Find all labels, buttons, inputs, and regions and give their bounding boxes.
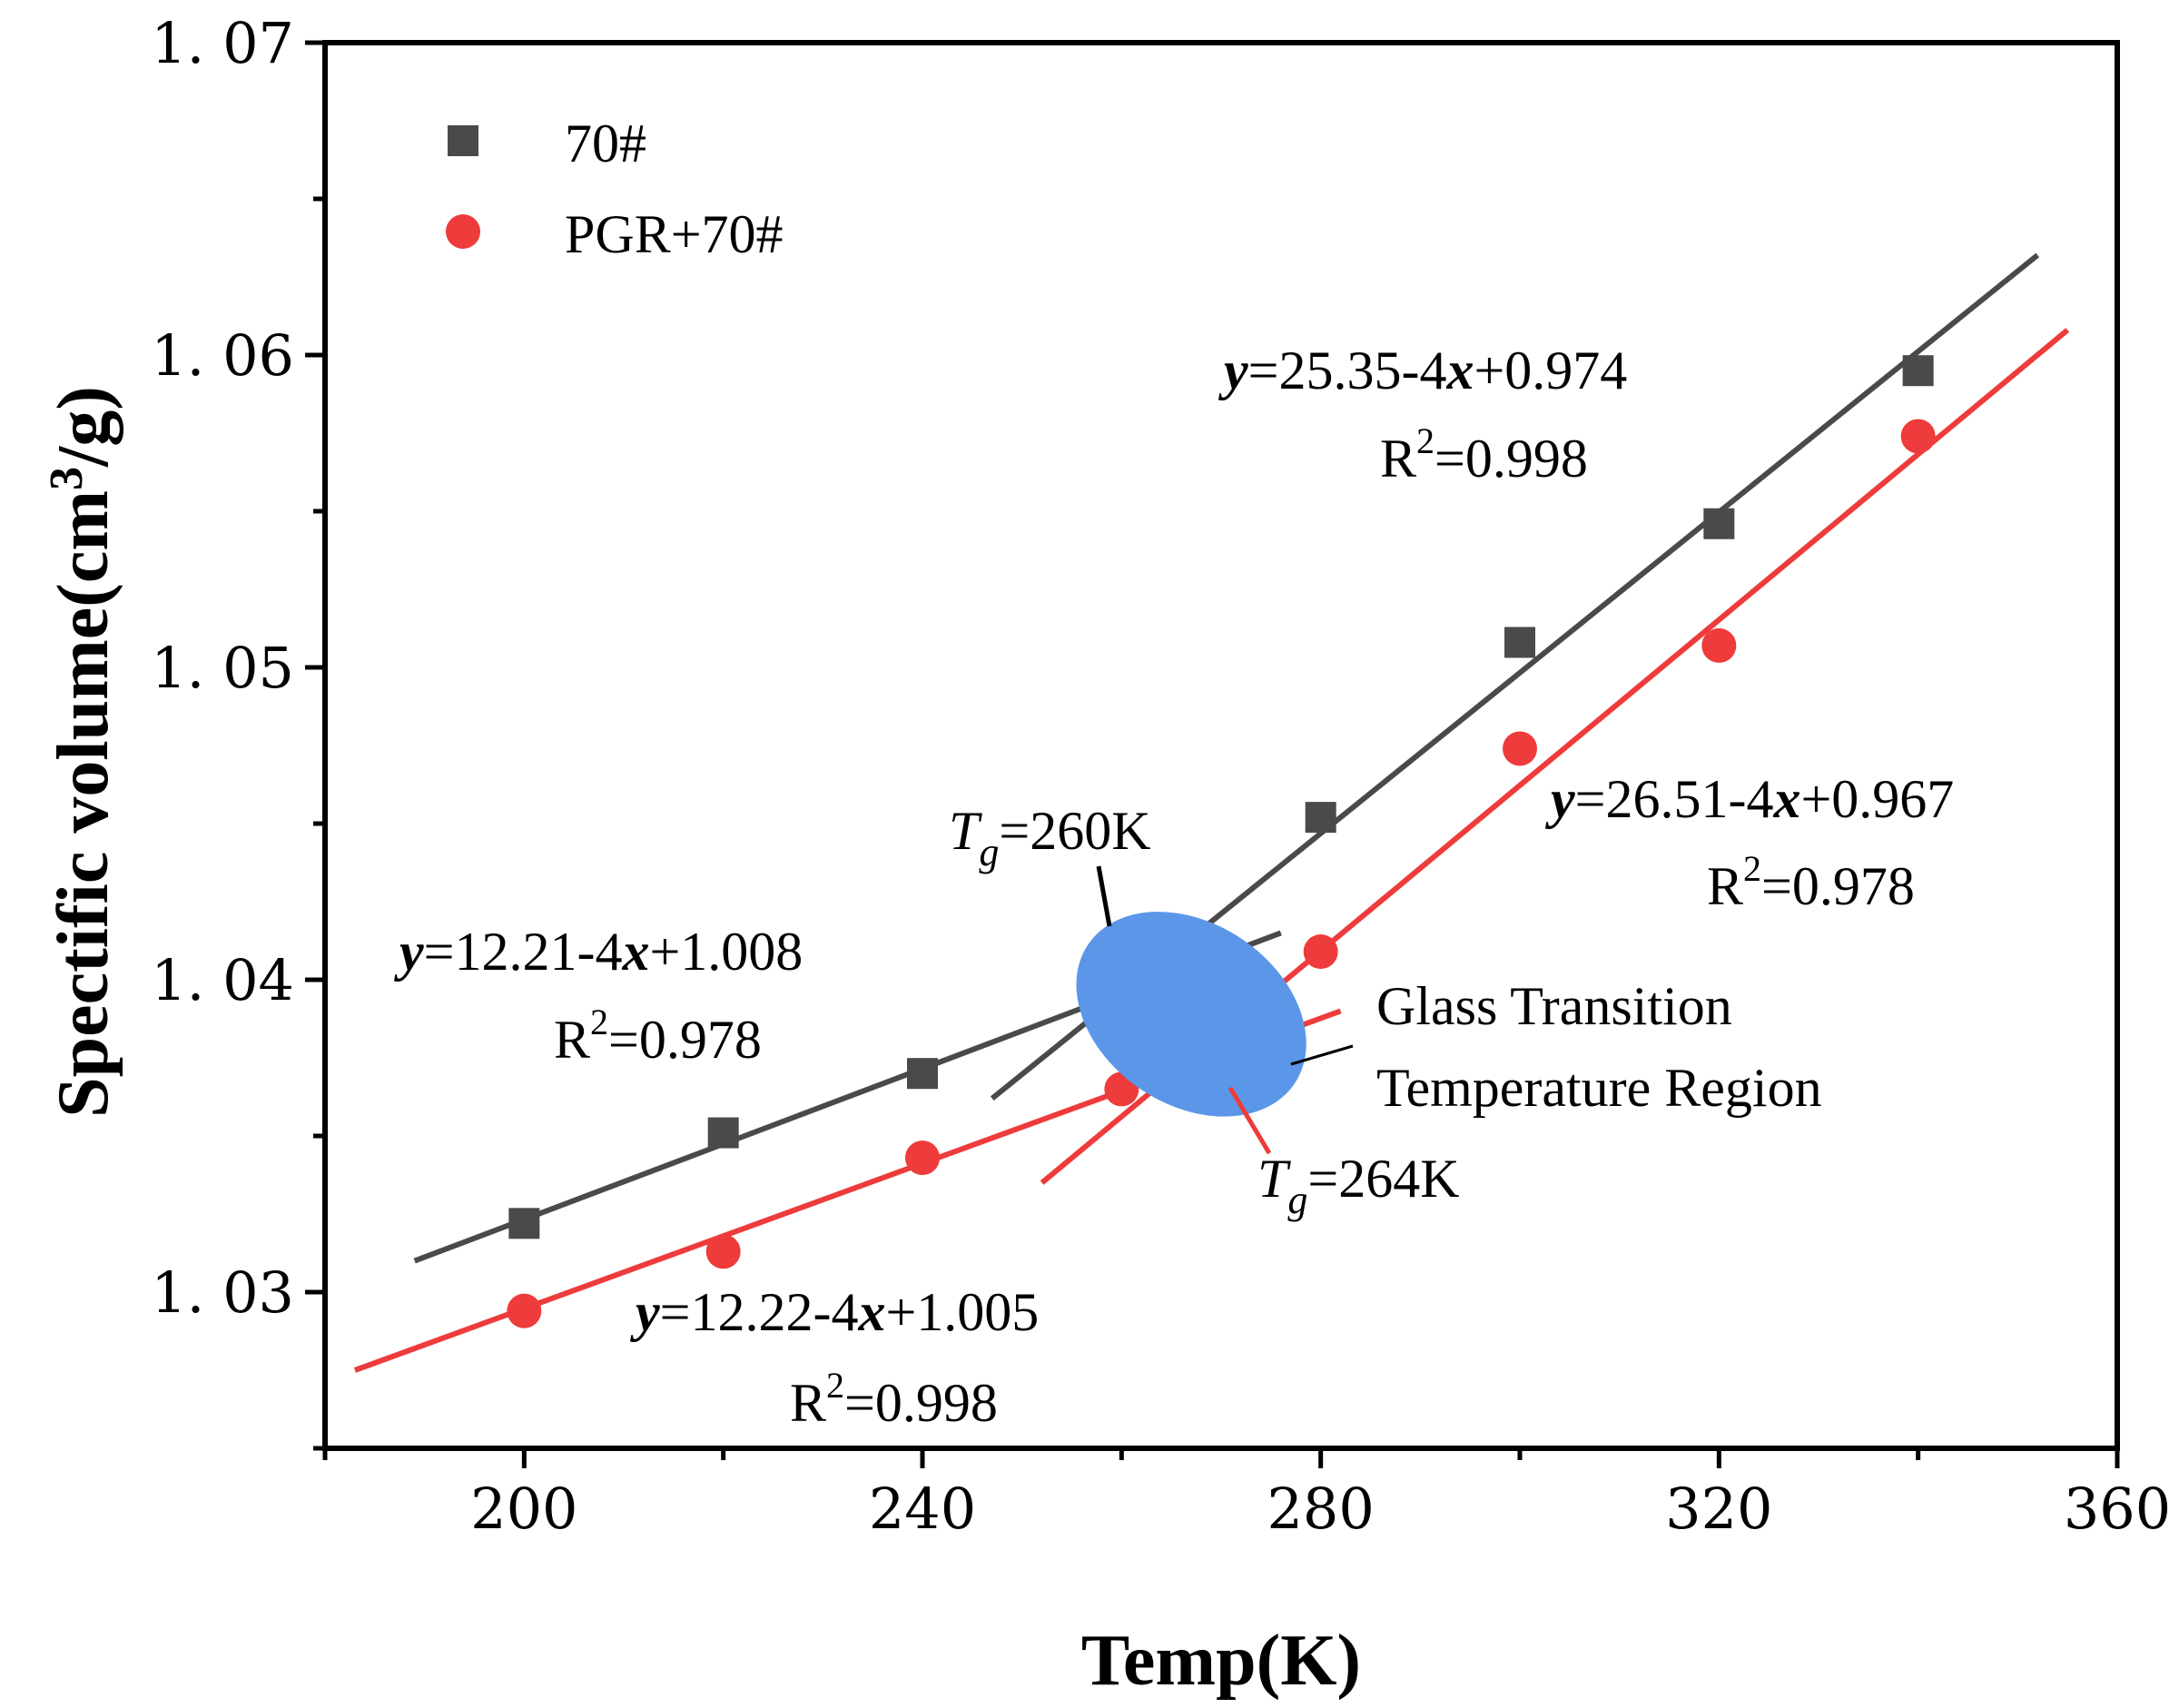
r2-70-high-pre: R bbox=[1380, 429, 1416, 489]
x-tick-label: 360 bbox=[2064, 1476, 2171, 1542]
legend: 70# PGR+70# bbox=[446, 114, 784, 264]
tg-pgr-sub: g bbox=[1287, 1178, 1307, 1222]
r2-pgr-low-sup: 2 bbox=[826, 1365, 844, 1406]
data-point-pgr bbox=[507, 1293, 542, 1328]
y-tick-label: 1. 05 bbox=[151, 635, 294, 701]
data-point-pgr bbox=[1503, 731, 1537, 766]
eq-pgr-low-y: y bbox=[630, 1282, 660, 1342]
y-axis-ticks: 1. 03 1. 04 1. 05 1. 06 1. 07 bbox=[151, 10, 325, 1451]
data-point-70 bbox=[508, 1208, 540, 1239]
eq-pgr-high-tail: +0.967 bbox=[1800, 769, 1954, 829]
eq-pgr-low-x: x bbox=[857, 1282, 885, 1342]
data-markers bbox=[507, 355, 1936, 1328]
x-tick-label: 320 bbox=[1665, 1476, 1772, 1542]
data-point-70 bbox=[1902, 355, 1934, 387]
equation-pgr-high-r2: R2=0.978 bbox=[1707, 848, 1915, 916]
legend-marker-70 bbox=[448, 125, 478, 156]
y-axis-title-tail: /g) bbox=[44, 386, 123, 468]
plot-frame bbox=[322, 40, 2120, 1451]
glass-transition-ellipse bbox=[1076, 912, 1306, 1117]
equation-70-low-r2: R2=0.978 bbox=[554, 1002, 762, 1070]
equation-pgr-low: y=12.22-4x+1.005 R2=0.998 bbox=[630, 1282, 1039, 1433]
tg-70-symbol: T bbox=[949, 801, 982, 861]
tg-pgr-label: Tg=264K bbox=[1257, 1149, 1460, 1222]
x-tick-label: 280 bbox=[1267, 1476, 1374, 1542]
r2-pgr-high-tail: =0.978 bbox=[1761, 856, 1915, 916]
eq-70-low-mid: =12.21-4 bbox=[424, 922, 623, 982]
eq-70-low-tail: +1.008 bbox=[649, 922, 803, 982]
data-point-pgr bbox=[1900, 419, 1936, 454]
y-tick-label: 1. 07 bbox=[151, 10, 294, 76]
x-axis-ticks: 200 240 280 320 360 bbox=[322, 1448, 2171, 1542]
region-label-leader-line bbox=[1290, 1044, 1354, 1066]
r2-70-high-tail: =0.998 bbox=[1435, 429, 1588, 489]
tg-70-value: =260K bbox=[999, 801, 1150, 861]
data-point-70 bbox=[707, 1117, 739, 1149]
eq-70-high-mid: =25.35-4 bbox=[1248, 341, 1447, 400]
r2-70-low-sup: 2 bbox=[590, 1002, 608, 1042]
equation-70-high: y=25.35-4x+0.974 R2=0.998 bbox=[1218, 341, 1627, 489]
tg-pgr-symbol: T bbox=[1257, 1149, 1291, 1209]
tg-70-leader-line bbox=[1096, 865, 1112, 927]
x-tick-label: 240 bbox=[869, 1476, 976, 1542]
r2-70-low-pre: R bbox=[554, 1010, 590, 1070]
data-point-pgr bbox=[1701, 627, 1737, 663]
y-tick-label: 1. 06 bbox=[151, 322, 294, 389]
equation-70-low-formula: y=12.21-4x+1.008 bbox=[394, 922, 803, 982]
eq-pgr-low-tail: +1.005 bbox=[885, 1282, 1039, 1342]
tg-pgr-value: =264K bbox=[1307, 1149, 1459, 1209]
r2-pgr-high-sup: 2 bbox=[1743, 848, 1761, 889]
data-point-pgr bbox=[1303, 934, 1338, 970]
eq-70-low-x: x bbox=[621, 922, 649, 982]
r2-70-low-tail: =0.978 bbox=[608, 1010, 762, 1070]
y-axis-title-main: Spectific volume(cm bbox=[44, 490, 123, 1118]
glass-transition-region bbox=[1076, 865, 1354, 1155]
region-label-line2: Temperature Region bbox=[1376, 1058, 1822, 1118]
legend-label-70: 70# bbox=[565, 114, 646, 173]
data-point-70 bbox=[1504, 627, 1535, 658]
data-point-70 bbox=[907, 1058, 938, 1090]
eq-pgr-high-mid: =26.51-4 bbox=[1575, 769, 1774, 829]
x-axis-title: Temp(K) bbox=[1081, 1621, 1361, 1701]
tg-70-sub: g bbox=[979, 830, 999, 874]
y-axis-title: Spectific volume(cm3/g) bbox=[41, 386, 123, 1118]
eq-70-high-tail: +0.974 bbox=[1474, 341, 1627, 400]
equation-pgr-low-formula: y=12.22-4x+1.005 bbox=[630, 1282, 1039, 1342]
legend-label-pgr: PGR+70# bbox=[565, 204, 784, 264]
equation-70-high-r2: R2=0.998 bbox=[1380, 420, 1588, 489]
y-tick-label: 1. 04 bbox=[151, 947, 294, 1013]
r2-pgr-low-pre: R bbox=[790, 1373, 826, 1433]
legend-marker-pgr bbox=[446, 214, 480, 249]
y-tick-label: 1. 03 bbox=[151, 1259, 294, 1326]
eq-pgr-low-mid: =12.22-4 bbox=[660, 1282, 859, 1342]
data-point-70 bbox=[1305, 802, 1336, 834]
region-label-line1: Glass Transition bbox=[1376, 976, 1732, 1036]
r2-pgr-high-pre: R bbox=[1707, 856, 1743, 916]
equation-pgr-high: y=26.51-4x+0.967 R2=0.978 bbox=[1545, 769, 1954, 916]
x-tick-label: 200 bbox=[470, 1476, 577, 1542]
eq-70-high-y: y bbox=[1218, 341, 1248, 400]
equation-pgr-high-formula: y=26.51-4x+0.967 bbox=[1545, 769, 1954, 829]
equation-pgr-low-r2: R2=0.998 bbox=[790, 1365, 998, 1433]
eq-pgr-high-y: y bbox=[1545, 769, 1575, 829]
data-point-pgr bbox=[905, 1140, 940, 1176]
tg-pgr-leader-line bbox=[1228, 1086, 1272, 1155]
equation-70-high-formula: y=25.35-4x+0.974 bbox=[1218, 341, 1627, 400]
r2-pgr-low-tail: =0.998 bbox=[844, 1373, 998, 1433]
equation-70-low: y=12.21-4x+1.008 R2=0.978 bbox=[394, 922, 803, 1070]
eq-70-low-y: y bbox=[394, 922, 424, 982]
eq-70-high-x: x bbox=[1445, 341, 1474, 400]
data-point-pgr bbox=[705, 1234, 741, 1269]
data-point-70 bbox=[1703, 508, 1735, 539]
r2-70-high-sup: 2 bbox=[1416, 420, 1435, 461]
y-axis-title-sup: 3 bbox=[41, 467, 93, 490]
tg-70-label: Tg=260K bbox=[949, 801, 1151, 874]
eq-pgr-high-x: x bbox=[1772, 769, 1800, 829]
